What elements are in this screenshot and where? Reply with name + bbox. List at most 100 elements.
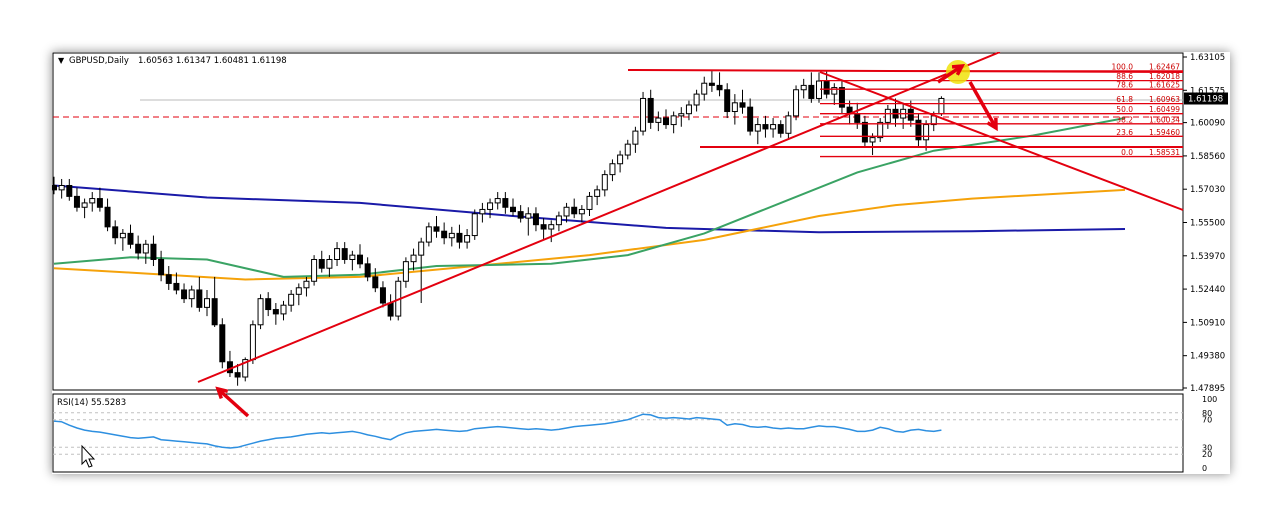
price-tick-label: 1.61575 bbox=[1190, 86, 1225, 96]
candle-body bbox=[265, 298, 272, 311]
candle-body bbox=[318, 258, 325, 269]
candle-body bbox=[479, 208, 486, 215]
candle-body bbox=[196, 289, 203, 308]
peak-pointer-arrow-head bbox=[951, 63, 966, 76]
candle-body bbox=[280, 304, 287, 315]
price-tick-label: 1.63105 bbox=[1190, 53, 1225, 63]
candle-body bbox=[119, 232, 126, 239]
candle-body bbox=[441, 230, 448, 239]
candle-body bbox=[494, 198, 501, 204]
mouse-cursor-icon bbox=[81, 444, 96, 468]
candle-body bbox=[617, 154, 624, 165]
candle-body bbox=[81, 202, 88, 208]
candle-body bbox=[234, 372, 241, 378]
candle-body bbox=[594, 189, 601, 197]
candle-body bbox=[907, 108, 914, 121]
candle-body bbox=[425, 226, 432, 243]
fib-price-label: 1.60963 bbox=[1149, 95, 1180, 104]
reversal-pointer-arrow bbox=[968, 81, 998, 129]
candle-body bbox=[242, 359, 249, 378]
candle-body bbox=[923, 124, 930, 141]
candle-body bbox=[655, 117, 662, 123]
candle-body bbox=[104, 206, 111, 228]
trend-lines bbox=[197, 51, 1184, 383]
candle-body bbox=[471, 213, 478, 237]
candle-body bbox=[349, 254, 356, 260]
candle-body bbox=[364, 263, 371, 278]
candle-body bbox=[563, 206, 570, 217]
candle-body bbox=[127, 232, 134, 245]
candle-body bbox=[532, 213, 539, 226]
candle-body bbox=[708, 82, 715, 86]
candle-body bbox=[808, 84, 815, 99]
candle-body bbox=[464, 235, 471, 243]
candle-body bbox=[640, 97, 647, 132]
candle-body bbox=[219, 324, 226, 363]
candle-body bbox=[51, 185, 57, 191]
ohlc-values: 1.60563 1.61347 1.60481 1.61198 bbox=[138, 56, 287, 66]
main-panel-border bbox=[52, 52, 1184, 391]
rsi-tick-label: 100 bbox=[1202, 395, 1217, 404]
candle-body bbox=[295, 287, 302, 295]
candle-body bbox=[578, 208, 585, 215]
candle-body bbox=[357, 254, 363, 265]
candle-body bbox=[609, 163, 616, 176]
low-pointer-arrow-head bbox=[215, 386, 229, 400]
candle-body bbox=[181, 289, 188, 300]
candle-body bbox=[188, 289, 195, 300]
candle-body bbox=[739, 102, 746, 108]
price-tick-label: 1.58560 bbox=[1190, 152, 1225, 162]
candle-body bbox=[701, 82, 708, 95]
fib-level-label: 88.6 bbox=[1116, 72, 1133, 81]
candle-body bbox=[257, 298, 264, 326]
downtrend-line bbox=[819, 71, 1184, 211]
fib-level-label: 0.0 bbox=[1121, 148, 1133, 157]
candle-body bbox=[112, 226, 119, 239]
candle-body bbox=[334, 248, 341, 260]
candle-body bbox=[487, 202, 494, 210]
candle-body bbox=[142, 243, 149, 254]
symbol-dropdown-icon[interactable]: ▼ bbox=[58, 56, 65, 65]
candle-body bbox=[770, 124, 777, 130]
fibonacci-levels: 100.0 1.62467 88.6 1.62018 78.6 1.61625 61.8 1.… bbox=[820, 62, 1183, 158]
candle-body bbox=[800, 84, 807, 91]
candle-body bbox=[456, 232, 463, 243]
candle-body bbox=[884, 108, 891, 123]
candle-body bbox=[915, 119, 922, 141]
candle-body bbox=[663, 117, 669, 126]
candle-body bbox=[854, 113, 861, 123]
rsi-line bbox=[53, 413, 942, 449]
candle-body bbox=[762, 124, 769, 130]
candle-body bbox=[288, 293, 295, 306]
chart-svg[interactable]: 100.0 1.62467 88.6 1.62018 78.6 1.61625 61.8 1.… bbox=[51, 51, 1230, 474]
candle-body bbox=[66, 185, 73, 197]
price-tick-label: 1.57030 bbox=[1190, 185, 1225, 195]
candle-body bbox=[586, 195, 593, 210]
fib-level-label: 23.6 bbox=[1116, 128, 1133, 137]
candle-body bbox=[548, 224, 555, 230]
rsi-label: RSI(14) 55.5283 bbox=[57, 398, 126, 408]
candle-body bbox=[158, 258, 165, 276]
candle-body bbox=[89, 198, 96, 204]
current-price-tag bbox=[1184, 92, 1228, 105]
candle-body bbox=[311, 258, 318, 282]
candle-body bbox=[418, 241, 425, 256]
candle-body bbox=[571, 206, 578, 215]
candle-body bbox=[823, 80, 830, 95]
candle-body bbox=[838, 87, 845, 108]
candle-body bbox=[670, 115, 677, 126]
rsi-panel-border bbox=[52, 393, 1184, 473]
rsi-tick-label: 70 bbox=[1202, 416, 1212, 425]
candle-body bbox=[716, 84, 723, 91]
fib-level-label: 50.0 bbox=[1116, 105, 1133, 114]
fib-price-label: 1.58531 bbox=[1149, 148, 1180, 157]
fib-price-label: 1.62018 bbox=[1149, 72, 1180, 81]
rsi-tick-label: 80 bbox=[1202, 409, 1212, 418]
fib-price-label: 1.62467 bbox=[1149, 62, 1180, 71]
moving-average-orange bbox=[53, 188, 1126, 281]
candle-body bbox=[793, 89, 800, 117]
candle-body bbox=[448, 232, 455, 239]
candle-body bbox=[693, 93, 700, 106]
candle-body bbox=[724, 89, 731, 113]
